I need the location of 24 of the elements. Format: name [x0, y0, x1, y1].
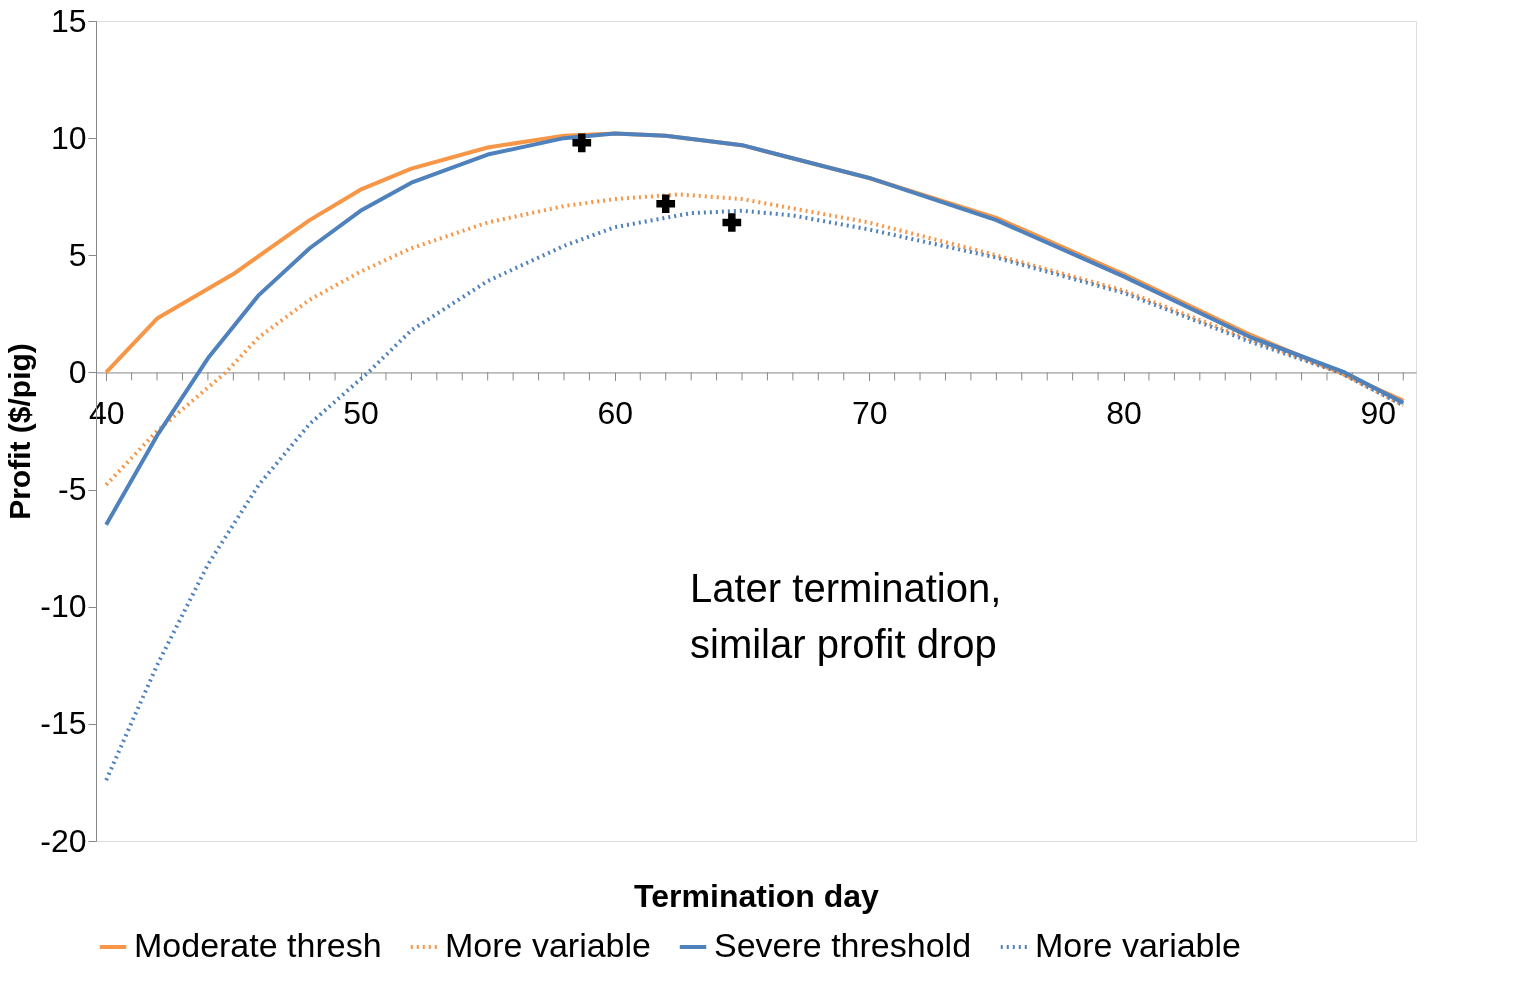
legend-label: More variable [1035, 926, 1241, 964]
y-tick-label: 10 [50, 119, 87, 156]
legend-label: Moderate thresh [134, 926, 382, 964]
x-tick-label: 90 [1360, 394, 1397, 431]
x-tick-label: 50 [343, 394, 379, 431]
x-tick-label: 80 [1106, 394, 1142, 431]
y-tick-label: 5 [68, 236, 87, 273]
y-axis-title: Profit ($/pig) [3, 343, 37, 520]
point [656, 194, 676, 214]
legend-label: More variable [445, 926, 651, 964]
x-tick-label: 70 [851, 394, 888, 431]
y-tick-label: -10 [40, 588, 87, 625]
y-tick-label: 15 [50, 2, 87, 39]
y-tick-label: -15 [40, 705, 87, 742]
x-tick-label: 40 [88, 394, 125, 431]
point [572, 133, 592, 153]
y-tick-label: -20 [40, 822, 87, 859]
y-tick-label: 0 [68, 353, 87, 390]
legend-label: Severe threshold [714, 926, 972, 964]
point [722, 213, 742, 232]
annotation: Later termination, similar profit drop [690, 566, 1002, 667]
x-tick-label: 60 [597, 394, 634, 431]
y-tick-label: -5 [58, 471, 87, 508]
x-axis-title: Termination day [634, 877, 880, 914]
